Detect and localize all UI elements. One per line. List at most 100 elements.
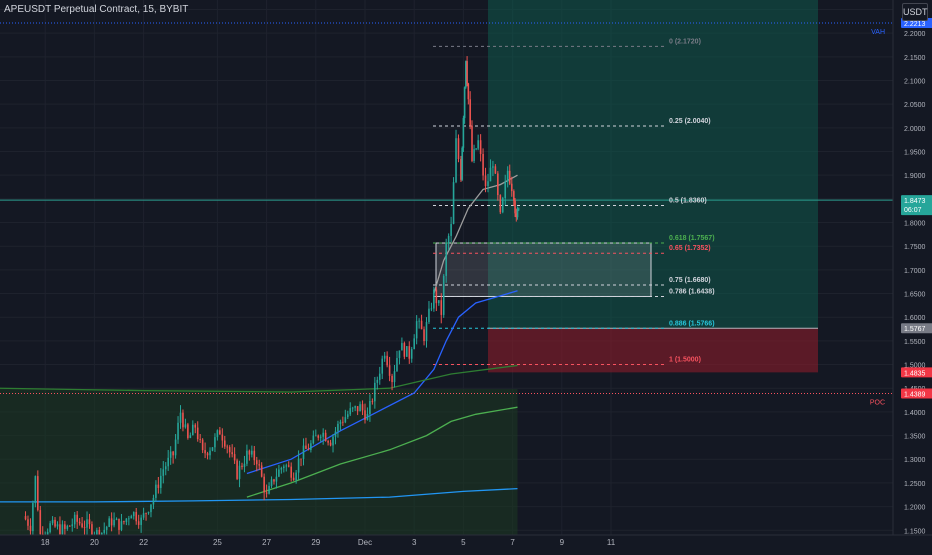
candle-body — [29, 525, 32, 532]
candle-body — [275, 476, 278, 482]
candle-body — [231, 452, 233, 455]
candle-body — [450, 223, 452, 236]
candle-body — [361, 404, 364, 411]
candle-body — [428, 308, 430, 323]
candle-body — [492, 166, 494, 168]
candle-body — [211, 447, 214, 451]
candle-body — [147, 512, 150, 514]
y-tick-label: 2.1000 — [904, 78, 926, 85]
candle-body — [322, 432, 324, 437]
candle-body — [510, 183, 513, 192]
candle-body — [473, 149, 475, 161]
candle-body — [398, 350, 401, 359]
candle-body — [140, 517, 142, 525]
candle-body — [105, 526, 108, 530]
candle-body — [418, 320, 420, 322]
candle-body — [172, 451, 174, 456]
x-tick-label: 20 — [90, 538, 99, 547]
candle-body — [120, 521, 123, 530]
candle-body — [339, 421, 342, 424]
candle-body — [452, 182, 455, 224]
x-tick-label: 18 — [41, 538, 50, 547]
candle-body — [206, 453, 209, 456]
candle-body — [255, 460, 258, 465]
candle-body — [273, 479, 275, 482]
candle-body — [236, 460, 238, 479]
candle-body — [381, 358, 384, 374]
candle-body — [440, 300, 443, 315]
candle-body — [307, 448, 310, 450]
y-tick-label: 2.1500 — [904, 55, 926, 62]
candle-body — [118, 518, 120, 530]
candle-body — [145, 513, 147, 514]
candle-body — [376, 379, 379, 383]
candle-body — [494, 166, 497, 174]
candle-body — [290, 466, 292, 478]
candle-body — [96, 529, 98, 535]
candle-body — [319, 436, 322, 438]
x-tick-label: 7 — [510, 538, 515, 547]
y-tick-label: 2.2000 — [904, 31, 926, 38]
price-badge — [901, 388, 932, 399]
candle-body — [297, 458, 300, 473]
candle-body — [253, 450, 256, 461]
candle-body — [160, 475, 162, 488]
candle-body — [88, 519, 91, 525]
y-tick-label: 1.6500 — [904, 292, 926, 299]
candle-body — [76, 514, 78, 522]
candle-body — [401, 343, 403, 351]
candle-body — [110, 518, 113, 526]
candle-body — [241, 465, 243, 467]
candle-body — [504, 181, 507, 199]
x-tick-label: 25 — [213, 538, 222, 547]
candle-body — [445, 243, 447, 276]
candle-body — [81, 523, 83, 528]
candle-body — [204, 450, 206, 454]
price-badge — [901, 367, 932, 378]
price-badge-text: 1.8473 — [904, 198, 926, 205]
candle-body — [128, 518, 130, 520]
candle-body — [228, 447, 231, 453]
candle-body — [383, 355, 386, 359]
candle-body — [78, 521, 81, 524]
candle-body — [164, 466, 167, 470]
candle-body — [515, 213, 518, 218]
candle-body — [315, 435, 317, 437]
candle-body — [312, 435, 315, 444]
fib-label: 1 (1.5000) — [669, 357, 701, 364]
candle-body — [435, 289, 438, 304]
candle-body — [243, 463, 246, 467]
candle-body — [463, 87, 466, 119]
candle-body — [39, 510, 42, 535]
candle-body — [295, 472, 297, 481]
candle-body — [516, 209, 519, 218]
candle-body — [83, 527, 86, 528]
candle-body — [359, 404, 361, 412]
currency-button[interactable]: USDT — [902, 3, 928, 21]
candle-body — [413, 338, 415, 350]
candle-body — [425, 322, 428, 342]
candle-body — [433, 289, 435, 309]
candle-body — [287, 465, 290, 467]
candle-body — [356, 406, 359, 412]
candle-body — [214, 437, 216, 448]
candle-body — [324, 432, 327, 442]
y-tick-label: 1.1500 — [904, 528, 926, 535]
candle-body — [415, 321, 418, 339]
candle-body — [251, 450, 253, 455]
candle-body — [508, 170, 511, 184]
candle-body — [406, 346, 408, 357]
candle-body — [64, 524, 66, 529]
candle-body — [66, 525, 69, 529]
candle-body — [479, 140, 482, 154]
ma-line — [0, 364, 518, 393]
candle-body — [517, 208, 520, 210]
candle-body — [27, 519, 29, 526]
candle-body — [460, 159, 462, 180]
candle-body — [388, 365, 391, 376]
candle-body — [487, 181, 489, 187]
candle-body — [216, 430, 219, 438]
candle-body — [135, 512, 138, 522]
